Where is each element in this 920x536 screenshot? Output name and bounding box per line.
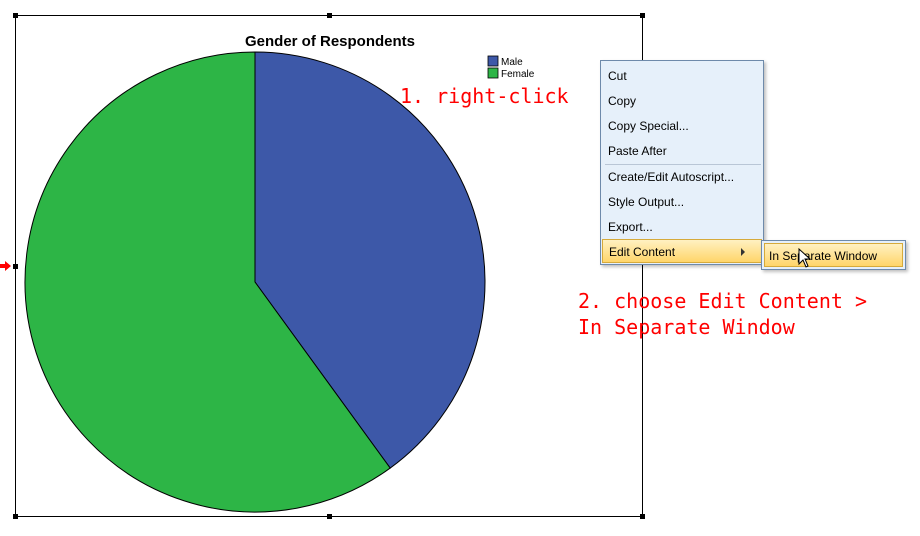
menu-separator	[605, 164, 761, 165]
legend-label-male: Male	[501, 57, 523, 68]
resize-handle-tr[interactable]	[640, 13, 645, 18]
legend-swatch-female	[487, 67, 499, 79]
pie-slice-male[interactable]	[254, 51, 486, 469]
mouse-pointer-icon	[798, 248, 812, 268]
legend-swatch-male	[487, 55, 499, 67]
annotation-step2-line2: In Separate Window	[578, 315, 795, 339]
menu-item-cut[interactable]: Cut	[608, 69, 627, 83]
context-menu: Cut Copy Copy Special... Paste After Cre…	[600, 60, 764, 265]
chart-legend: Male Female	[487, 55, 535, 80]
menu-item-edit-content[interactable]: Edit Content	[602, 239, 762, 263]
menu-item-copy-special[interactable]: Copy Special...	[608, 119, 689, 133]
annotation-step2-line1: 2. choose Edit Content >	[578, 289, 867, 313]
menu-item-copy[interactable]: Copy	[608, 94, 637, 108]
menu-item-autoscript[interactable]: Create/Edit Autoscript...	[608, 170, 735, 184]
resize-handle-l[interactable]	[13, 264, 18, 269]
red-arrow-icon	[0, 261, 11, 271]
pie-chart[interactable]: Gender of Respondents Male Female	[16, 16, 642, 516]
pie-slice-female[interactable]	[24, 51, 391, 513]
menu-item-paste-after[interactable]: Paste After	[608, 144, 667, 158]
resize-handle-bl[interactable]	[13, 514, 18, 519]
submenu: In Separate Window	[761, 240, 906, 270]
chart-frame[interactable]: Gender of Respondents Male Female	[13, 13, 645, 519]
resize-handle-br[interactable]	[640, 514, 645, 519]
annotation-step1: 1. right-click	[400, 84, 569, 108]
legend-label-female: Female	[501, 69, 535, 80]
submenu-item-in-separate-window[interactable]: In Separate Window	[764, 243, 903, 267]
resize-handle-b[interactable]	[327, 514, 332, 519]
menu-item-style-output[interactable]: Style Output...	[608, 195, 685, 209]
menu-item-export[interactable]: Export...	[608, 220, 653, 234]
menu-item-edit-content-label: Edit Content	[609, 245, 676, 259]
submenu-arrow-icon	[741, 248, 745, 256]
chart-title: Gender of Respondents	[245, 33, 415, 50]
resize-handle-t[interactable]	[327, 13, 332, 18]
resize-handle-tl[interactable]	[13, 13, 18, 18]
